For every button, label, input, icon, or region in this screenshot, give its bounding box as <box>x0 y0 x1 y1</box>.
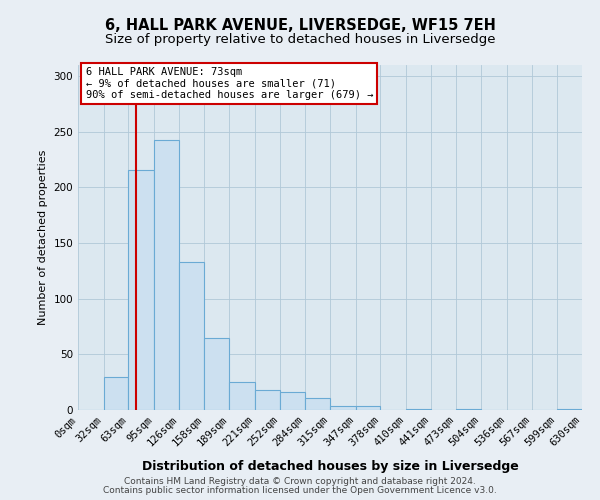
Bar <box>356 406 380 410</box>
Bar <box>406 409 431 410</box>
Bar <box>179 262 205 410</box>
Bar <box>255 390 280 410</box>
Bar <box>229 382 255 410</box>
Bar <box>154 140 179 410</box>
Text: Size of property relative to detached houses in Liversedge: Size of property relative to detached ho… <box>105 32 495 46</box>
Bar <box>205 338 229 410</box>
Bar <box>305 398 330 410</box>
Bar <box>104 376 128 410</box>
Text: 6, HALL PARK AVENUE, LIVERSEDGE, WF15 7EH: 6, HALL PARK AVENUE, LIVERSEDGE, WF15 7E… <box>104 18 496 32</box>
Bar <box>128 170 154 410</box>
X-axis label: Distribution of detached houses by size in Liversedge: Distribution of detached houses by size … <box>142 460 518 472</box>
Bar <box>557 409 582 410</box>
Bar <box>280 392 305 410</box>
Text: Contains HM Land Registry data © Crown copyright and database right 2024.: Contains HM Land Registry data © Crown c… <box>124 477 476 486</box>
Text: 6 HALL PARK AVENUE: 73sqm
← 9% of detached houses are smaller (71)
90% of semi-d: 6 HALL PARK AVENUE: 73sqm ← 9% of detach… <box>86 66 373 100</box>
Y-axis label: Number of detached properties: Number of detached properties <box>38 150 48 325</box>
Bar <box>330 406 356 410</box>
Bar <box>457 409 481 410</box>
Text: Contains public sector information licensed under the Open Government Licence v3: Contains public sector information licen… <box>103 486 497 495</box>
